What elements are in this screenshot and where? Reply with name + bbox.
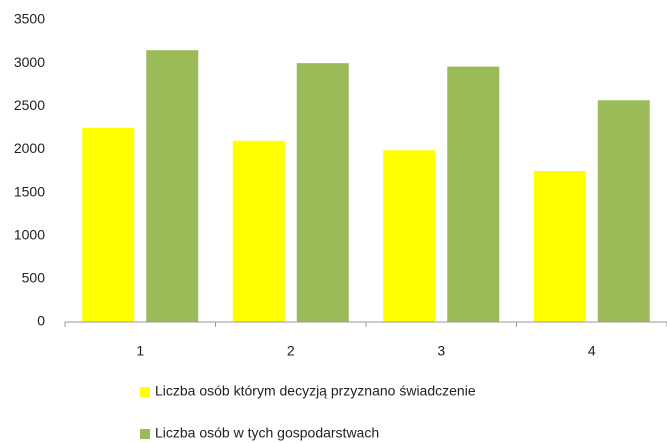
- x-tick-label: 4: [588, 343, 596, 359]
- y-tick-label: 3500: [14, 11, 45, 27]
- bar: [82, 127, 135, 322]
- y-tick-label: 1500: [14, 183, 45, 199]
- y-tick-label: 0: [37, 313, 45, 329]
- bar: [383, 150, 436, 322]
- x-tick-label: 1: [136, 343, 144, 359]
- bar: [296, 63, 349, 323]
- legend-label: Liczba osób w tych gospodarstwach: [155, 425, 379, 441]
- legend-swatch: [140, 387, 150, 397]
- bar: [447, 66, 500, 322]
- legend-swatch: [140, 429, 150, 439]
- bar: [232, 140, 285, 322]
- bar: [146, 50, 199, 322]
- x-tick-label: 2: [287, 343, 295, 359]
- y-tick-label: 2000: [14, 140, 45, 156]
- bar: [533, 171, 586, 322]
- y-tick-label: 2500: [14, 97, 45, 113]
- x-tick-label: 3: [437, 343, 445, 359]
- y-tick-label: 500: [22, 270, 46, 286]
- bar: [597, 100, 650, 322]
- legend-label: Liczba osób którym decyzją przyznano świ…: [155, 383, 476, 399]
- y-tick-label: 3000: [14, 54, 45, 70]
- y-tick-label: 1000: [14, 226, 45, 242]
